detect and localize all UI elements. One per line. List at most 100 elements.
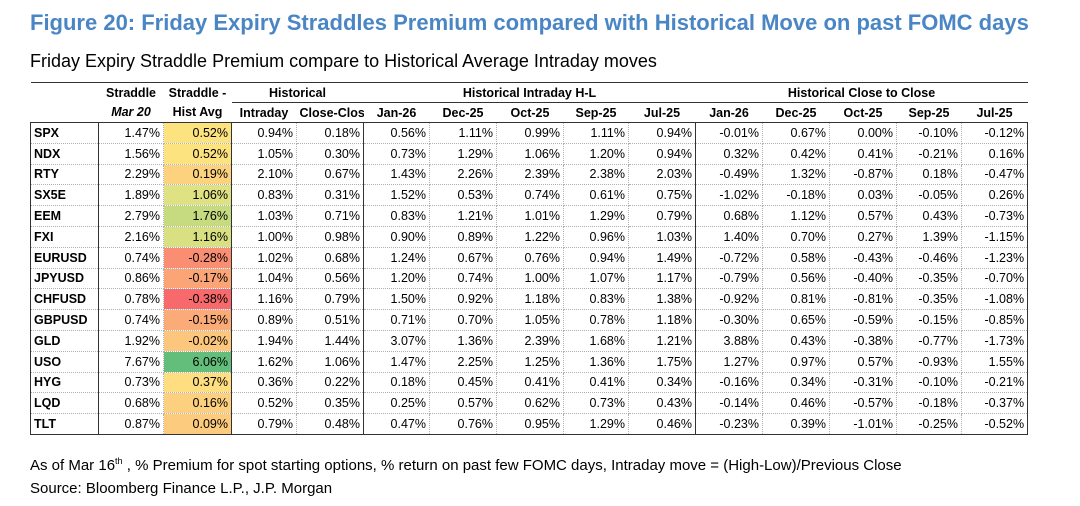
table-cell: 0.62% xyxy=(496,392,564,415)
table-row: NDX 1.56% 0.52% 1.05% 0.30% 0.73% 1.29% 1.06% 1.… xyxy=(30,142,1029,165)
table-cell: 0.25% xyxy=(363,392,430,415)
header-cell: Sep-25 xyxy=(896,102,962,123)
table-cell: 1.62% xyxy=(231,350,297,373)
table-cell: 3.07% xyxy=(363,329,430,352)
header-cell: Historical xyxy=(231,82,364,103)
table-cell: -1.08% xyxy=(960,288,1029,311)
row-label: FXI xyxy=(30,225,99,248)
table-cell: 1.40% xyxy=(695,225,763,248)
table-cell: 0.03% xyxy=(829,184,897,207)
table-row: USO 7.67% 6.06% 1.62% 1.06% 1.47% 2.25% 1.25% 1.… xyxy=(30,350,1029,373)
table-cell: 1.29% xyxy=(563,205,629,227)
table-cell: -0.43% xyxy=(829,246,897,269)
table-cell: 0.70% xyxy=(762,225,830,248)
table-cell: 1.50% xyxy=(363,288,430,311)
header-cell: Hist Avg xyxy=(163,102,232,123)
header-cell xyxy=(30,82,99,103)
table-cell: 0.94% xyxy=(628,142,696,165)
header-cell: Jul-25 xyxy=(961,102,1028,123)
table-cell: -0.79% xyxy=(695,267,763,290)
table-subtitle: Friday Expiry Straddle Premium compare t… xyxy=(30,51,657,71)
table-cell: 0.71% xyxy=(363,309,430,331)
table-cell: 0.94% xyxy=(231,122,297,144)
table-cell: 1.21% xyxy=(628,329,696,352)
table-cell: 1.38% xyxy=(628,288,696,311)
header-cell: Dec-25 xyxy=(429,102,497,123)
table-cell: 0.73% xyxy=(363,142,430,165)
table-cell: 0.00% xyxy=(829,122,897,144)
table-cell: 0.34% xyxy=(762,371,830,394)
table-row: JPYUSD 0.86% -0.17% 1.04% 0.56% 1.20% 0.74% 1.0… xyxy=(30,267,1029,290)
table-cell: 0.43% xyxy=(762,329,830,352)
table-cell: 0.68% xyxy=(695,205,763,227)
table-cell: -0.46% xyxy=(896,246,962,269)
table-cell: 0.67% xyxy=(762,122,830,144)
table-cell: 0.41% xyxy=(496,371,564,394)
table-cell: -1.73% xyxy=(960,329,1029,352)
table-cell: 0.79% xyxy=(628,205,696,227)
table-cell: 0.86% xyxy=(98,267,164,290)
table-cell: -0.15% xyxy=(163,309,232,331)
table-cell: 0.99% xyxy=(496,122,564,144)
table-cell: 0.90% xyxy=(363,225,430,248)
table-cell: 1.47% xyxy=(363,350,430,373)
table-cell: 3.88% xyxy=(695,329,763,352)
row-label: USO xyxy=(30,350,99,373)
table-cell: 0.26% xyxy=(960,184,1029,207)
header-row: Straddle Straddle - Historical Historical I… xyxy=(30,82,1028,103)
table-cell: 0.43% xyxy=(628,392,696,415)
table-cell: 1.47% xyxy=(98,122,164,144)
table-cell: 1.94% xyxy=(231,329,297,352)
table-cell: -0.87% xyxy=(829,163,897,186)
table-row: GLD 1.92% -0.02% 1.94% 1.44% 3.07% 1.36% 2.39% 1… xyxy=(30,329,1029,352)
table-cell: 1.11% xyxy=(429,122,497,144)
table-cell: 7.67% xyxy=(98,350,164,373)
table-cell: 2.38% xyxy=(563,163,629,186)
footnote: As of Mar 16th , % Premium for spot star… xyxy=(30,456,902,474)
table-cell: 0.65% xyxy=(762,309,830,331)
table-cell: 0.83% xyxy=(563,288,629,311)
table-cell: -0.15% xyxy=(896,309,962,331)
table-cell: -1.02% xyxy=(695,184,763,207)
table-cell: 0.34% xyxy=(628,371,696,394)
table-cell: 1.05% xyxy=(231,142,297,165)
table-cell: 0.78% xyxy=(563,309,629,331)
row-label: GBPUSD xyxy=(30,309,99,331)
table-cell: 0.18% xyxy=(296,122,364,144)
table-cell: -0.93% xyxy=(896,350,962,373)
header-cell: Historical Close to Close xyxy=(695,82,1028,103)
table-cell: -0.73% xyxy=(960,205,1029,227)
table-cell: 0.22% xyxy=(296,371,364,394)
table-cell: -0.28% xyxy=(163,246,232,269)
table-cell: 0.74% xyxy=(98,309,164,331)
table-cell: -0.21% xyxy=(960,371,1029,394)
table-row: GBPUSD 0.74% -0.15% 0.89% 0.51% 0.71% 0.70% 1.0… xyxy=(30,309,1029,331)
table-cell: 1.75% xyxy=(628,350,696,373)
table-cell: 0.16% xyxy=(163,392,232,415)
table-cell: 0.75% xyxy=(628,184,696,207)
table-cell: 0.32% xyxy=(695,142,763,165)
table-cell: 0.19% xyxy=(163,163,232,186)
table-cell: -0.49% xyxy=(695,163,763,186)
footnote-text: , % Premium for spot starting options, %… xyxy=(122,457,902,474)
table-cell: 0.18% xyxy=(363,371,430,394)
table-cell: -0.02% xyxy=(163,329,232,352)
table-cell: 0.51% xyxy=(296,309,364,331)
table-cell: 0.73% xyxy=(98,371,164,394)
table-cell: 0.53% xyxy=(429,184,497,207)
table-cell: -0.37% xyxy=(960,392,1029,415)
table-cell: 0.89% xyxy=(429,225,497,248)
header-cell: Historical Intraday H-L xyxy=(363,82,696,103)
table-cell: -0.92% xyxy=(695,288,763,311)
table-row: SPX 1.47% 0.52% 0.94% 0.18% 0.56% 1.11% 0.99% 1.… xyxy=(30,122,1029,144)
table-cell: 1.18% xyxy=(496,288,564,311)
table-cell: 2.39% xyxy=(496,329,564,352)
header-cell: Straddle - xyxy=(163,82,232,103)
table-cell: 0.36% xyxy=(231,371,297,394)
footnote-text: As of Mar 16 xyxy=(30,457,116,474)
table-cell: 0.58% xyxy=(762,246,830,269)
table-cell: -0.77% xyxy=(896,329,962,352)
table-cell: 2.10% xyxy=(231,163,297,186)
row-label: SPX xyxy=(30,122,99,144)
table-cell: 1.21% xyxy=(429,205,497,227)
